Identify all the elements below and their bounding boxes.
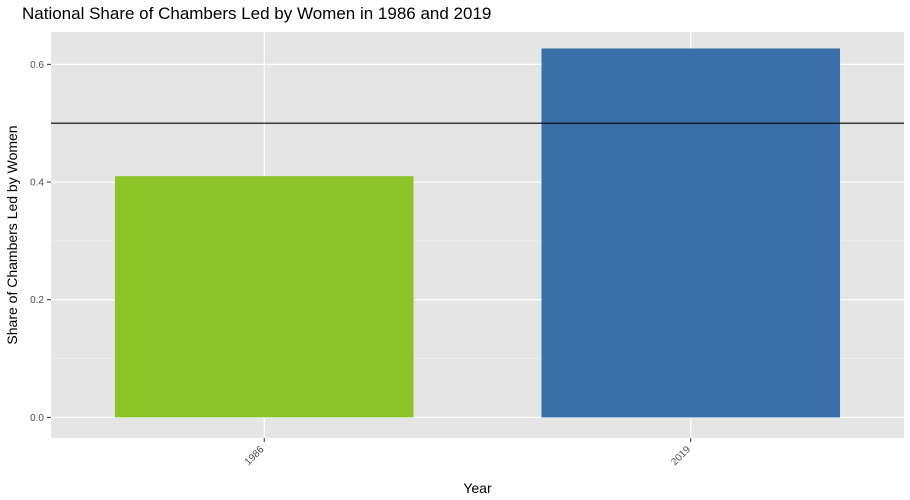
chart-title: National Share of Chambers Led by Women … xyxy=(22,4,492,23)
bars xyxy=(114,48,841,418)
x-tick-label: 1986 xyxy=(243,444,267,468)
y-tick-label: 0.0 xyxy=(30,413,44,424)
y-tick-label: 0.6 xyxy=(30,60,44,71)
x-axis-title: Year xyxy=(463,480,492,496)
x-tick-label: 2019 xyxy=(669,444,693,468)
bar-2019 xyxy=(541,48,841,418)
y-tick-label: 0.4 xyxy=(30,178,44,189)
y-axis: 0.0 0.2 0.4 0.6 xyxy=(30,60,51,424)
y-axis-title: Share of Chambers Led by Women xyxy=(4,125,20,344)
y-tick-label: 0.2 xyxy=(30,295,44,306)
x-axis: 1986 2019 xyxy=(243,438,693,468)
bar-1986 xyxy=(114,176,414,418)
